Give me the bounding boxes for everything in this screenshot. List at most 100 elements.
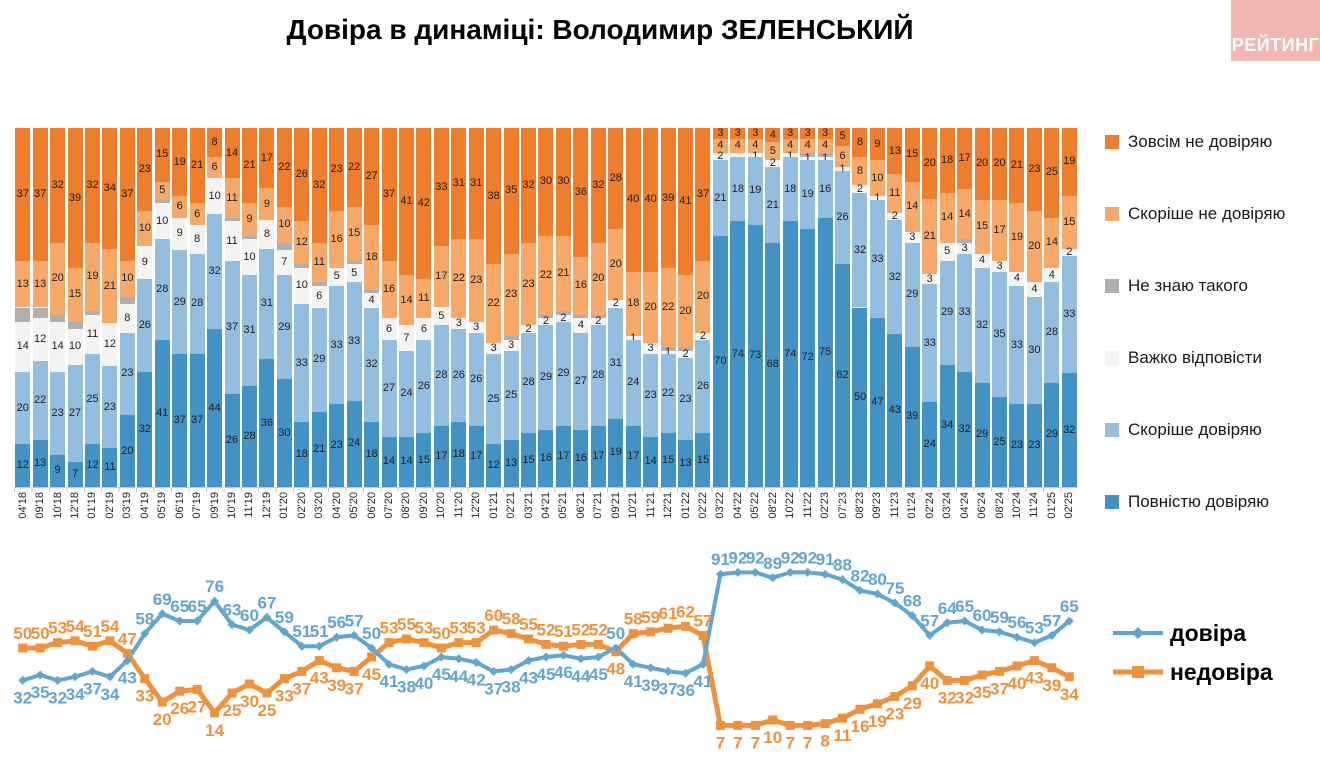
- bar-segment: [67, 268, 83, 322]
- bar-value-label: 27: [574, 374, 587, 387]
- bar-segment: [154, 203, 170, 240]
- line-value-label: 53: [467, 619, 486, 638]
- bar-value-label: 10: [68, 340, 82, 353]
- bar-column-12'20: 31 23 3 26 17: [468, 128, 485, 487]
- legend-item-dont-know: Не знаю такого: [1105, 276, 1285, 296]
- bar-value-label: 19: [609, 446, 622, 459]
- bar-segment: [695, 128, 711, 261]
- bar-segment: [695, 332, 711, 340]
- bar-segment: [538, 429, 554, 487]
- bar-value-label: 8: [856, 164, 864, 177]
- line-value-label: 60: [240, 606, 259, 625]
- bar-segment: [32, 318, 48, 362]
- bar-segment: [294, 221, 310, 265]
- bar-segment: [1061, 373, 1077, 487]
- bar-segment: [67, 329, 83, 365]
- bar-segment: [224, 393, 240, 487]
- distrust-marker-icon: [70, 636, 80, 646]
- distrust-marker-icon: [1012, 661, 1022, 671]
- bar-value-label: 15: [417, 453, 431, 466]
- trust-marker-icon: [698, 659, 708, 669]
- bar-value-label: 14: [941, 211, 954, 224]
- bar-segment: [782, 221, 798, 487]
- distrust-marker-icon: [157, 697, 167, 707]
- bar-segment: [747, 128, 763, 139]
- bar-value-label: 73: [749, 349, 762, 362]
- x-axis-label: 06'20: [365, 492, 378, 519]
- bar-column-03'21: 32 23 2 28 15: [520, 128, 537, 487]
- trust-marker-icon: [471, 657, 481, 667]
- bar-segment: [451, 318, 467, 330]
- bar-value-label: 4: [979, 254, 986, 267]
- bar-value-label: 13: [679, 457, 692, 470]
- bar-segment: [294, 128, 310, 222]
- bar-value-label: 20: [696, 290, 710, 303]
- bar-value-label: 9: [263, 197, 270, 210]
- bar-segment: [84, 314, 100, 355]
- bar-value-label: 21: [557, 266, 570, 279]
- bar-value-label: 1: [804, 152, 811, 164]
- bar-value-label: 20: [16, 401, 29, 414]
- bar-segment: [119, 415, 135, 487]
- bar-segment: [259, 220, 275, 249]
- bar-value-label: 26: [836, 211, 849, 224]
- bar-segment: [835, 167, 851, 172]
- legend-label: Зовсім не довіряю: [1128, 132, 1273, 151]
- trust-marker-icon: [436, 652, 446, 662]
- x-axis-label: 01'25: [1045, 492, 1058, 519]
- bar-value-label: 20: [975, 157, 989, 170]
- bar-segment: [957, 242, 973, 254]
- line-value-label: 16: [851, 717, 870, 736]
- bar-segment: [84, 354, 100, 444]
- bar-value-label: 13: [16, 277, 29, 290]
- legend-label: довіра: [1170, 619, 1247, 646]
- bar-value-label: 28: [243, 430, 256, 443]
- bar-column-07'20: 37 16 6 27 14: [380, 128, 397, 487]
- bar-value-label: 26: [295, 168, 308, 181]
- distrust-marker-icon: [471, 638, 481, 648]
- bar-segment: [712, 160, 728, 236]
- line-value-label: 29: [903, 694, 922, 713]
- bar-segment: [503, 253, 519, 337]
- bar-value-label: 74: [784, 347, 797, 360]
- bar-segment: [329, 268, 345, 286]
- bar-column-03'19: 37 10 8 23 20: [119, 128, 136, 487]
- bar-column-07'19: 21 6 8 28 37: [188, 128, 205, 487]
- bar-segment: [695, 433, 711, 487]
- x-axis-label: 04'20: [330, 492, 343, 519]
- line-value-label: 88: [833, 556, 852, 575]
- bar-value-label: 13: [504, 457, 518, 470]
- line-value-label: 50: [362, 624, 381, 643]
- line-value-label: 34: [100, 685, 119, 704]
- bar-value-label: 9: [246, 213, 253, 226]
- trust-marker-icon: [646, 663, 656, 673]
- bar-value-label: 2: [595, 315, 602, 328]
- legend-item-rather-no-trust: Скоріше не довіряю: [1105, 204, 1285, 224]
- bar-segment: [904, 242, 920, 347]
- bar-segment: [904, 181, 920, 233]
- bar-segment: [486, 443, 502, 487]
- bar-value-label: 26: [225, 433, 239, 446]
- bar-value-label: 19: [1010, 230, 1024, 243]
- line-value-label: 64: [938, 599, 957, 618]
- line-value-label: 58: [135, 610, 154, 629]
- bar-segment: [311, 285, 327, 308]
- bar-value-label: 28: [156, 283, 169, 296]
- bar-value-label: 23: [103, 400, 117, 413]
- bar-segment: [224, 221, 240, 261]
- line-value-label: 50: [432, 624, 451, 643]
- bar-value-label: 40: [627, 193, 640, 206]
- trust-marker-icon: [715, 569, 725, 579]
- line-value-label: 68: [903, 592, 922, 611]
- bar-column-05'20: 22 15 5 33 24: [345, 128, 362, 487]
- legend-label: Повністю довіряю: [1128, 492, 1270, 511]
- bar-column-04'18: 37 13 14 20 12: [14, 128, 31, 487]
- bar-segment: [207, 329, 223, 487]
- x-axis-label: 02'24: [923, 492, 936, 519]
- bar-value-label: 5: [839, 130, 846, 143]
- x-axis-label: 03'22: [714, 492, 727, 519]
- bar-segment: [712, 153, 728, 161]
- bar-value-label: 23: [470, 274, 483, 287]
- x-axis-label: 10'19: [226, 492, 239, 519]
- bar-value-label: 16: [330, 232, 343, 245]
